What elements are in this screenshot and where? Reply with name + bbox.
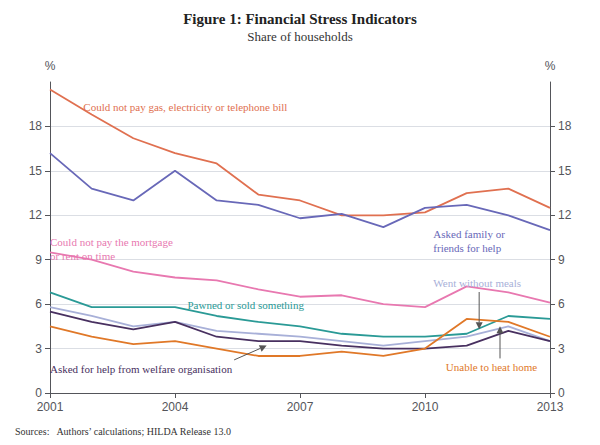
svg-text:0: 0 [35, 386, 42, 400]
svg-text:friends for help: friends for help [433, 242, 501, 254]
svg-text:15: 15 [558, 164, 572, 178]
svg-text:15: 15 [29, 164, 43, 178]
svg-text:18: 18 [558, 119, 572, 133]
svg-text:12: 12 [558, 208, 572, 222]
svg-text:3: 3 [35, 342, 42, 356]
svg-text:6: 6 [558, 297, 565, 311]
svg-text:2001: 2001 [37, 400, 64, 414]
svg-text:18: 18 [29, 119, 43, 133]
svg-text:9: 9 [558, 253, 565, 267]
svg-text:Share of households: Share of households [247, 29, 352, 44]
svg-text:Went without meals: Went without meals [433, 277, 521, 289]
svg-text:Asked for help from welfare or: Asked for help from welfare organisation [50, 363, 233, 375]
svg-text:12: 12 [29, 208, 43, 222]
svg-text:Unable to heat home: Unable to heat home [446, 361, 537, 373]
svg-text:%: % [545, 59, 556, 73]
svg-text:6: 6 [35, 297, 42, 311]
svg-text:2013: 2013 [537, 400, 564, 414]
svg-text:Pawned or sold something: Pawned or sold something [188, 299, 305, 311]
svg-text:9: 9 [35, 253, 42, 267]
svg-text:Could not pay the mortgage: Could not pay the mortgage [50, 236, 173, 248]
svg-text:2010: 2010 [412, 400, 439, 414]
svg-text:Could not pay gas, electricity: Could not pay gas, electricity or teleph… [83, 101, 287, 113]
svg-text:Sources: Authors’ calculatio: Sources: Authors’ calculations; HILDA Re… [15, 426, 231, 437]
svg-text:2004: 2004 [162, 400, 189, 414]
svg-text:Asked family or: Asked family or [433, 228, 505, 240]
svg-text:2007: 2007 [287, 400, 314, 414]
svg-text:%: % [45, 59, 56, 73]
svg-text:or rent on time: or rent on time [50, 250, 115, 262]
svg-text:0: 0 [558, 386, 565, 400]
svg-text:3: 3 [558, 342, 565, 356]
svg-text:Figure 1: Financial Stress Ind: Figure 1: Financial Stress Indicators [183, 11, 417, 27]
